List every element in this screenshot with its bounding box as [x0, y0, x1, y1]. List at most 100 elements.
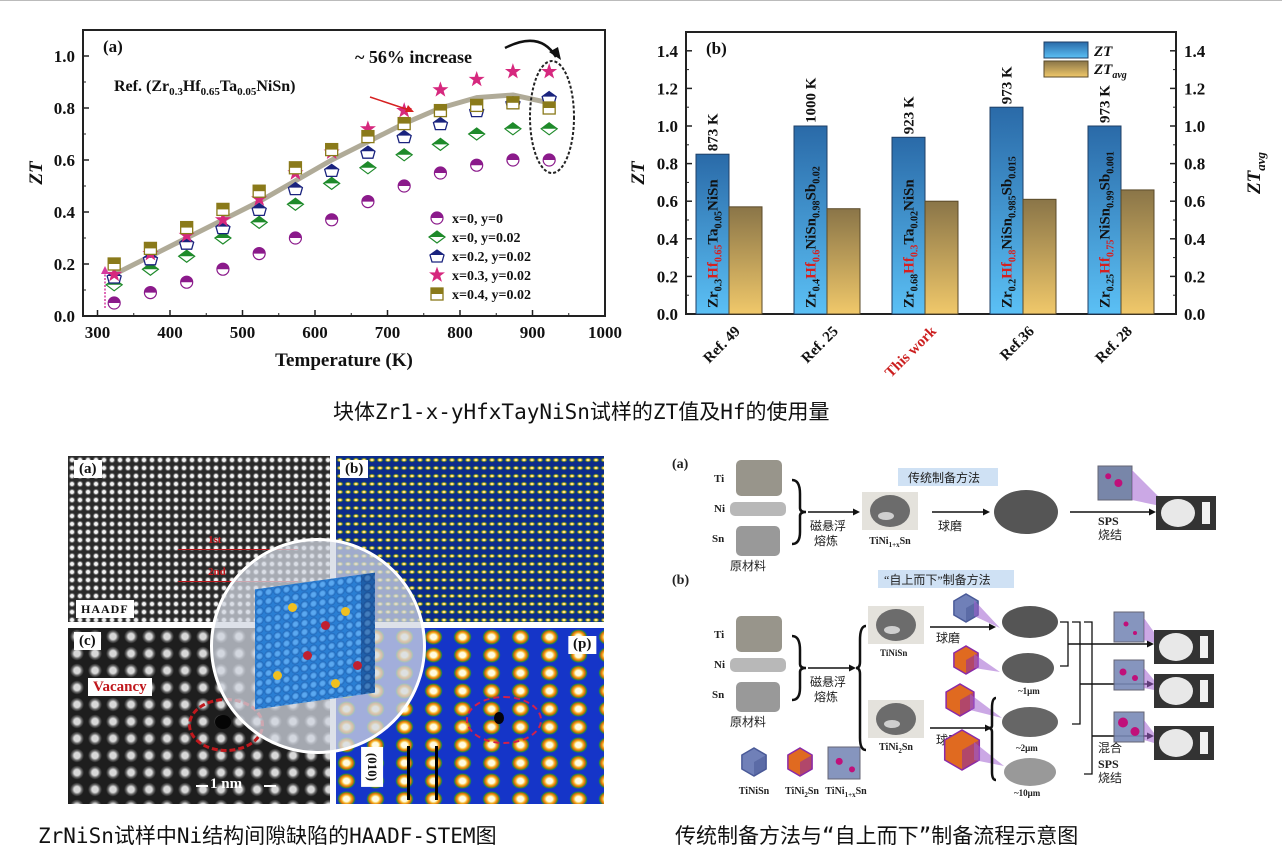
data-point-fill	[180, 276, 193, 283]
data-point-fill	[359, 161, 376, 168]
sps-label-a: SPS	[1098, 514, 1119, 528]
increase-annotation: ~ 56% increase	[355, 47, 472, 67]
structure-tini1xsn-dot	[835, 757, 843, 765]
legend-label: x=0.2, y=0.02	[452, 250, 531, 265]
bar-zt	[1087, 125, 1122, 315]
ingot-b1-shine	[884, 626, 900, 634]
ni-raw	[730, 502, 786, 516]
structure-label: TiNi2Sn	[785, 786, 819, 799]
bar-zt-avg	[1120, 189, 1155, 315]
data-point-fill	[178, 250, 195, 257]
y-tick-label: 0.8	[657, 155, 678, 174]
x-tick-label: 1000	[588, 323, 622, 342]
sn-raw-b	[736, 682, 780, 712]
bar-zt	[695, 153, 730, 315]
bar-zt	[891, 136, 926, 315]
temperature-label: 973 K	[1000, 66, 1016, 104]
data-point-fill	[216, 203, 229, 210]
cube-b3	[1113, 711, 1145, 743]
data-point-fill	[429, 231, 445, 237]
vacancy-spot	[215, 715, 231, 729]
raw-material-label-b: 原材料	[730, 715, 766, 729]
powder-b3	[1002, 707, 1058, 737]
bar-zt-avg	[1022, 198, 1057, 315]
legend-label-zt: ZT	[1093, 44, 1113, 60]
y-tick-label: 0.4	[54, 203, 76, 222]
data-point-fill	[430, 250, 444, 255]
data-point-fill	[543, 102, 556, 108]
legend-label: x=0, y=0	[452, 212, 503, 227]
temperature-label: 923 K	[902, 96, 918, 134]
merge-bracket-1	[1060, 621, 1069, 667]
crystal-model	[255, 572, 375, 710]
melting-label-a2: 熔炼	[814, 533, 838, 548]
defect-atom	[341, 607, 350, 616]
data-point-fill	[434, 104, 447, 111]
ball-mill-label-b1: 球磨	[936, 631, 960, 645]
ingot-label-a: TiNi1+xSn	[869, 536, 911, 549]
category-label: Ref. 28	[1093, 324, 1136, 367]
element-sn-b: Sn	[712, 689, 724, 701]
temperature-label: 973 K	[1098, 85, 1114, 123]
sintering-label-b: 烧结	[1098, 771, 1122, 785]
y-tick-label-right: 0.6	[1184, 192, 1205, 211]
series-4	[107, 96, 556, 271]
composition-label: Zr0.4Hf0.6NiSn0.98Sb0.02	[804, 166, 823, 308]
scale-bar-right	[264, 785, 276, 787]
data-point-fill	[396, 148, 413, 155]
y-tick-label: 1.0	[657, 117, 678, 136]
row-a-label: (a)	[672, 457, 689, 472]
y-tick-label: 0.0	[657, 305, 678, 324]
row-b-label: (b)	[672, 573, 689, 588]
temperature-label: 873 K	[706, 113, 722, 151]
x-tick-label: 300	[85, 323, 111, 342]
ti-raw	[736, 460, 782, 496]
caption-zt-chart: 块体Zr1-x-yHfxTayNiSn试样的ZT值及Hf的使用量	[333, 400, 830, 424]
data-point-fill	[108, 258, 121, 264]
data-point	[432, 81, 449, 97]
ball-mill-label-a: 球磨	[938, 519, 962, 533]
y-tick-label: 0.0	[54, 307, 75, 326]
raw-material-label-a: 原材料	[730, 559, 766, 573]
ti-raw-b	[736, 616, 782, 652]
data-point-fill	[289, 161, 302, 168]
y-axis-label: ZT	[26, 160, 47, 186]
pellet-a-bar	[1202, 502, 1210, 524]
highlight-ellipse	[529, 60, 575, 174]
vacancy-label: Vacancy	[88, 678, 152, 696]
arrow-mix-1-head	[1147, 640, 1154, 648]
panel-label-d: (d)	[567, 636, 596, 654]
category-label: Ref. 49	[701, 324, 744, 367]
method-title-a: 传统制备方法	[908, 470, 980, 485]
y-tick-label-right: 0.2	[1184, 267, 1205, 286]
structure-label: TiNi1+xSn	[825, 786, 867, 799]
arrow-a3-head	[1149, 508, 1156, 516]
haadf-label: HAADF	[76, 600, 134, 618]
y-tick-label: 0.6	[54, 151, 75, 170]
brace-size	[987, 696, 997, 782]
wedge-4	[974, 742, 1004, 766]
sintering-label-a: 烧结	[1098, 528, 1122, 542]
data-point-fill	[433, 117, 448, 123]
data-point-fill	[541, 122, 558, 129]
data-point-fill	[253, 185, 266, 192]
defect-atom	[273, 671, 282, 680]
data-point-fill	[108, 297, 121, 303]
composition-label: Zr0.25Hf0.75NiSn0.99Sb0.001	[1098, 151, 1117, 308]
method-title-b: “自上而下”制备方法	[884, 572, 991, 587]
cube-a-dot	[1105, 473, 1112, 480]
arrow-a2-head	[983, 508, 990, 516]
x-tick-label: 700	[375, 323, 401, 342]
size-label-3: ~10μm	[1014, 788, 1041, 798]
structure-tini1xsn	[827, 746, 861, 780]
bar-zt-avg	[924, 200, 959, 315]
ingot-b2-shine	[884, 720, 900, 728]
zt-temperature-chart: 0.0 0.2 0.4 0.6 0.8 1.0 300 400 500 600 700 800 900 1…	[26, 29, 622, 371]
mix-label: 混合	[1098, 740, 1122, 755]
cube-b1-dot	[1133, 631, 1137, 635]
wedge-3	[970, 694, 1002, 718]
legend: ZT ZTavg	[1043, 41, 1127, 81]
data-point-fill	[431, 212, 443, 218]
ni-raw-b	[730, 658, 786, 672]
cube-b2-dot	[1132, 675, 1138, 681]
